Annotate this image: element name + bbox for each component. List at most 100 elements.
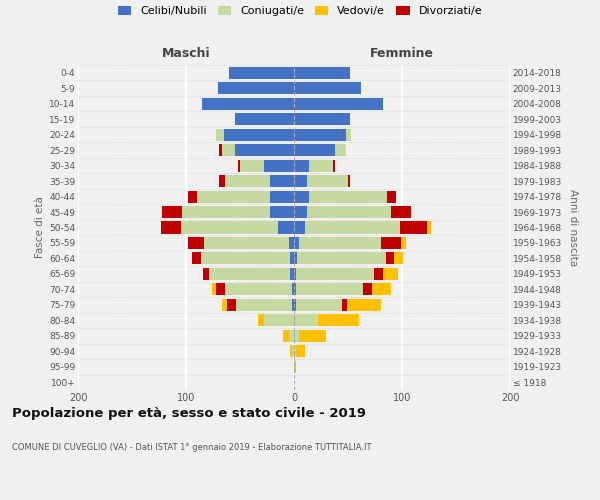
Y-axis label: Fasce di età: Fasce di età <box>35 196 45 258</box>
Bar <box>299 237 382 249</box>
Bar <box>292 346 294 358</box>
Bar <box>427 222 431 234</box>
Bar <box>294 361 296 373</box>
Bar <box>363 284 372 296</box>
Bar <box>270 190 294 202</box>
Bar <box>202 98 294 110</box>
Bar <box>235 144 294 156</box>
Bar <box>305 222 400 234</box>
Bar <box>229 66 294 79</box>
Bar <box>296 299 341 311</box>
Bar <box>283 330 289 342</box>
Bar <box>235 113 294 125</box>
Bar <box>294 299 296 311</box>
Bar <box>290 252 294 264</box>
Bar <box>240 160 264 172</box>
Bar <box>294 128 346 140</box>
Bar <box>294 284 296 296</box>
Bar <box>292 284 294 296</box>
Bar <box>318 314 359 326</box>
Bar <box>294 222 305 234</box>
Bar <box>296 268 374 280</box>
Bar <box>294 82 361 94</box>
Bar <box>225 284 292 296</box>
Bar <box>220 144 221 156</box>
Bar <box>294 160 309 172</box>
Text: Popolazione per età, sesso e stato civile - 2019: Popolazione per età, sesso e stato civil… <box>12 408 366 420</box>
Bar <box>309 190 387 202</box>
Bar <box>297 252 386 264</box>
Bar <box>307 175 348 187</box>
Bar <box>181 222 278 234</box>
Bar <box>294 330 299 342</box>
Bar <box>374 268 383 280</box>
Bar <box>188 237 205 249</box>
Bar <box>238 160 240 172</box>
Bar <box>294 190 309 202</box>
Bar <box>236 299 292 311</box>
Bar <box>296 284 363 296</box>
Bar <box>294 66 350 79</box>
Bar <box>161 222 181 234</box>
Bar <box>372 284 391 296</box>
Bar <box>193 252 201 264</box>
Legend: Celibi/Nubili, Coniugati/e, Vedovi/e, Divorziati/e: Celibi/Nubili, Coniugati/e, Vedovi/e, Di… <box>118 6 482 16</box>
Bar <box>162 206 182 218</box>
Bar <box>205 237 289 249</box>
Bar <box>209 268 290 280</box>
Bar <box>294 113 350 125</box>
Bar <box>400 222 427 234</box>
Bar <box>299 330 326 342</box>
Bar <box>401 237 406 249</box>
Text: Maschi: Maschi <box>161 48 211 60</box>
Bar <box>294 252 297 264</box>
Text: Femmine: Femmine <box>370 48 434 60</box>
Bar <box>292 299 294 311</box>
Bar <box>201 252 290 264</box>
Bar <box>309 160 333 172</box>
Bar <box>224 128 294 140</box>
Bar <box>382 237 401 249</box>
Bar <box>394 252 403 264</box>
Bar <box>294 346 296 358</box>
Bar <box>221 144 235 156</box>
Bar <box>290 268 294 280</box>
Bar <box>227 299 236 311</box>
Bar <box>294 237 299 249</box>
Bar <box>386 252 394 264</box>
Bar <box>270 175 294 187</box>
Bar <box>387 190 395 202</box>
Bar <box>264 314 294 326</box>
Bar <box>221 299 227 311</box>
Bar <box>347 299 382 311</box>
Bar <box>225 175 270 187</box>
Bar <box>391 206 410 218</box>
Bar <box>348 175 350 187</box>
Text: COMUNE DI CUVEGLIO (VA) - Dati ISTAT 1° gennaio 2019 - Elaborazione TUTTITALIA.I: COMUNE DI CUVEGLIO (VA) - Dati ISTAT 1° … <box>12 442 371 452</box>
Bar <box>294 314 318 326</box>
Bar <box>203 268 209 280</box>
Bar <box>197 190 270 202</box>
Bar <box>296 346 305 358</box>
Bar <box>289 330 294 342</box>
Bar <box>212 284 216 296</box>
Bar <box>294 175 307 187</box>
Bar <box>294 98 383 110</box>
Bar <box>264 160 294 172</box>
Bar <box>335 144 346 156</box>
Bar <box>289 237 294 249</box>
Bar <box>259 314 264 326</box>
Bar <box>333 160 335 172</box>
Bar <box>294 268 296 280</box>
Bar <box>188 190 197 202</box>
Bar <box>346 128 351 140</box>
Bar <box>218 82 294 94</box>
Bar <box>278 222 294 234</box>
Bar <box>182 206 270 218</box>
Y-axis label: Anni di nascita: Anni di nascita <box>568 189 578 266</box>
Bar <box>290 346 292 358</box>
Bar <box>383 268 398 280</box>
Bar <box>294 206 307 218</box>
Bar <box>216 284 225 296</box>
Bar <box>294 144 335 156</box>
